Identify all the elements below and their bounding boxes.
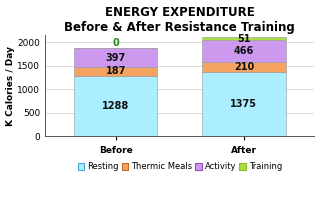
Bar bbox=[202, 38, 285, 40]
Text: 187: 187 bbox=[106, 66, 126, 76]
Bar bbox=[202, 72, 285, 137]
Text: 466: 466 bbox=[234, 46, 254, 56]
Bar bbox=[202, 40, 285, 62]
Y-axis label: K Calories / Day: K Calories / Day bbox=[5, 46, 14, 126]
Bar bbox=[74, 67, 157, 76]
Text: 1288: 1288 bbox=[102, 101, 129, 111]
Text: 51: 51 bbox=[237, 34, 251, 44]
Legend: Resting, Thermic Meals, Activity, Training: Resting, Thermic Meals, Activity, Traini… bbox=[75, 159, 285, 175]
Bar bbox=[202, 62, 285, 72]
Title: ENERGY EXPENDITURE
Before & After Resistance Training: ENERGY EXPENDITURE Before & After Resist… bbox=[64, 6, 295, 34]
Text: 0: 0 bbox=[112, 38, 119, 48]
Text: 210: 210 bbox=[234, 62, 254, 72]
Text: 397: 397 bbox=[106, 53, 126, 63]
Bar bbox=[74, 48, 157, 67]
Text: 1375: 1375 bbox=[230, 99, 257, 109]
Bar bbox=[74, 76, 157, 137]
